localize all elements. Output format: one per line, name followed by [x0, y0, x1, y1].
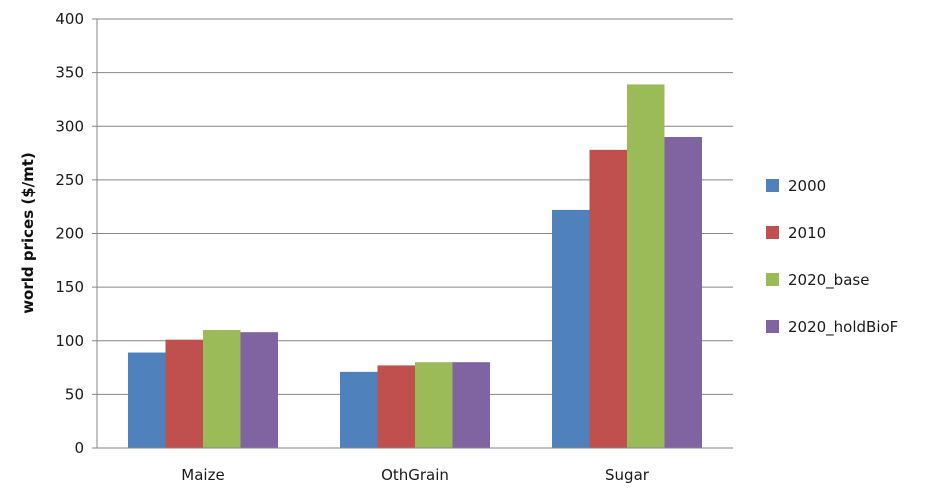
x-category-label: Maize: [181, 466, 224, 484]
legend-swatch: [766, 179, 779, 192]
bar-2010-Sugar: [589, 149, 627, 448]
bar-2020_holdBioF-OthGrain: [452, 362, 490, 448]
y-tick-label: 0: [74, 439, 84, 457]
y-tick-label: 50: [65, 385, 84, 403]
legend-label: 2020_base: [788, 271, 869, 290]
y-tick-label: 300: [55, 117, 84, 135]
bar-2020_holdBioF-Maize: [240, 332, 278, 448]
y-tick-label: 400: [55, 10, 84, 28]
axes: [92, 18, 733, 449]
bar-2020_holdBioF-Sugar: [664, 136, 702, 448]
bar-2010-Maize: [165, 339, 203, 448]
x-category-label: Sugar: [605, 466, 650, 484]
x-category-label: OthGrain: [381, 466, 449, 484]
y-axis-title: world prices ($/mt): [19, 152, 37, 314]
legend-label: 2000: [788, 177, 826, 195]
bar-2020_base-Maize: [203, 330, 241, 448]
y-tick-label: 100: [55, 332, 84, 350]
y-tick-label: 200: [55, 225, 84, 243]
legend-swatch: [766, 320, 779, 333]
legend-swatch: [766, 226, 779, 239]
y-tick-labels: 0 50 100 150 200 250 300 350 400: [55, 10, 84, 457]
bar-2020_base-OthGrain: [415, 362, 453, 448]
bar-2010-OthGrain: [377, 365, 415, 448]
legend: 2000 2010 2020_base 2020_holdBioF: [766, 177, 898, 337]
y-tick-label: 150: [55, 278, 84, 296]
legend-label: 2010: [788, 224, 826, 242]
legend-label: 2020_holdBioF: [788, 318, 898, 337]
bar-2000-Maize: [128, 352, 166, 448]
y-tick-label: 250: [55, 171, 84, 189]
legend-swatch: [766, 273, 779, 286]
x-category-labels: Maize OthGrain Sugar: [181, 466, 649, 484]
bar-2000-Sugar: [552, 209, 590, 448]
bars: [128, 84, 702, 449]
bar-2020_base-Sugar: [627, 84, 665, 449]
y-tick-label: 350: [55, 64, 84, 82]
bar-2000-OthGrain: [340, 371, 378, 448]
